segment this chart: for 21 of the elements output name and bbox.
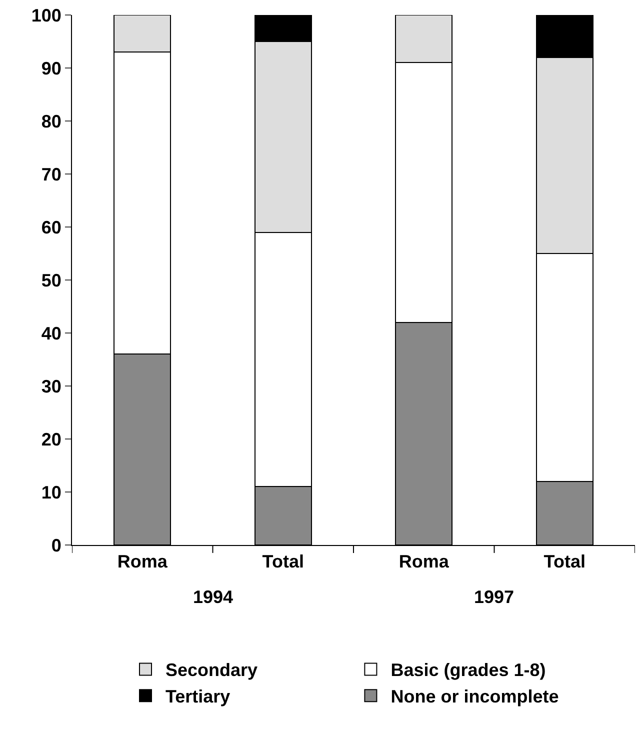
legend-label: None or incomplete — [390, 686, 559, 707]
y-tick-label: 40 — [41, 323, 62, 344]
legend-label: Secondary — [166, 660, 258, 680]
y-tick-label: 10 — [41, 482, 62, 502]
text: 1997 — [474, 587, 514, 607]
y-tick-label: 70 — [41, 164, 62, 184]
y-tick-label: 90 — [41, 58, 62, 78]
y-tick-label: 20 — [41, 429, 62, 450]
y-tick-label: 80 — [41, 111, 62, 132]
y-tick-label: 50 — [41, 270, 62, 290]
x-tick-label: Total — [544, 552, 586, 572]
x-tick-label: Roma — [117, 552, 168, 572]
y-tick-label: 60 — [41, 217, 62, 238]
y-tick-label: 0 — [51, 535, 62, 556]
legend-label: Basic (grades 1-8) — [390, 660, 546, 680]
legend-label: Tertiary — [166, 686, 230, 707]
x-tick-label: Roma — [398, 552, 450, 572]
x-tick-label: Total — [262, 552, 304, 572]
y-tick-label: 100 — [31, 5, 62, 26]
text: 1994 — [193, 587, 234, 607]
y-tick-label: 30 — [41, 376, 62, 396]
